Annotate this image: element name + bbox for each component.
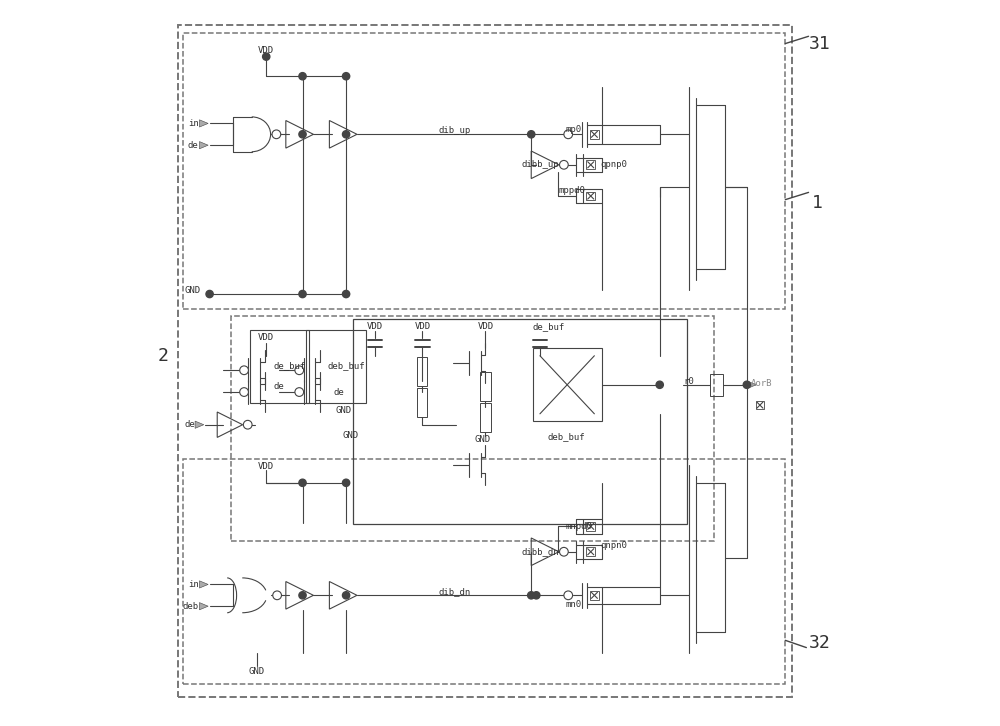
Text: mppd0: mppd0 — [558, 187, 585, 195]
Bar — [231, 316, 714, 541]
Text: mn0: mn0 — [565, 600, 581, 608]
Circle shape — [528, 131, 535, 138]
Bar — [590, 591, 599, 600]
Circle shape — [560, 547, 568, 556]
Polygon shape — [199, 120, 208, 127]
Bar — [586, 192, 595, 200]
Text: GND: GND — [475, 435, 491, 444]
Text: GND: GND — [335, 407, 351, 415]
Bar — [586, 547, 595, 556]
Bar — [178, 25, 792, 697]
Circle shape — [295, 366, 304, 375]
Bar — [533, 348, 602, 421]
Circle shape — [533, 592, 540, 599]
Circle shape — [272, 130, 281, 139]
Text: mnpd0: mnpd0 — [565, 522, 592, 531]
Circle shape — [299, 290, 306, 298]
Text: VDD: VDD — [477, 322, 494, 331]
Text: de: de — [273, 382, 284, 391]
Circle shape — [263, 53, 270, 60]
Circle shape — [528, 592, 535, 599]
Polygon shape — [199, 142, 208, 149]
Circle shape — [656, 381, 663, 388]
Bar — [417, 357, 427, 386]
Text: deb_buf: deb_buf — [327, 362, 365, 370]
Text: deb_buf: deb_buf — [547, 433, 585, 441]
Polygon shape — [199, 581, 208, 588]
Text: de_buf: de_buf — [533, 322, 565, 331]
Text: de: de — [188, 141, 199, 150]
Text: mp0: mp0 — [565, 125, 581, 134]
Text: dibb_up: dibb_up — [522, 160, 559, 169]
Text: GND: GND — [249, 667, 265, 676]
Text: VDD: VDD — [258, 333, 274, 342]
Bar — [353, 319, 687, 524]
Text: in: in — [188, 119, 199, 128]
Text: VDD: VDD — [367, 322, 383, 331]
Bar — [590, 130, 599, 139]
Text: de: de — [184, 420, 195, 429]
Text: VDD: VDD — [414, 322, 430, 331]
Text: qnpn0: qnpn0 — [600, 542, 627, 550]
Bar — [480, 372, 491, 401]
Circle shape — [240, 388, 248, 396]
Bar — [586, 522, 595, 531]
Circle shape — [295, 388, 304, 396]
Bar — [710, 374, 723, 396]
Circle shape — [564, 130, 573, 139]
Circle shape — [342, 479, 350, 486]
Circle shape — [240, 366, 248, 375]
Bar — [417, 388, 427, 417]
Polygon shape — [195, 421, 204, 428]
Circle shape — [342, 73, 350, 80]
Circle shape — [342, 131, 350, 138]
Polygon shape — [748, 381, 756, 388]
Circle shape — [342, 592, 350, 599]
Circle shape — [342, 290, 350, 298]
Text: 31: 31 — [809, 35, 830, 52]
Circle shape — [299, 131, 306, 138]
Bar — [183, 459, 785, 684]
Circle shape — [243, 420, 252, 429]
Bar — [250, 330, 309, 403]
Bar — [480, 403, 491, 432]
Text: de: de — [334, 388, 344, 396]
Polygon shape — [199, 603, 208, 610]
Text: de_buf: de_buf — [273, 362, 306, 370]
Bar — [183, 33, 785, 309]
Text: dibb_dn: dibb_dn — [522, 547, 559, 556]
Text: r0: r0 — [683, 377, 694, 386]
Bar — [586, 160, 595, 169]
Text: GND: GND — [185, 286, 201, 295]
Text: GND: GND — [342, 431, 359, 440]
Circle shape — [299, 73, 306, 80]
Circle shape — [206, 290, 213, 298]
Text: AorB: AorB — [750, 379, 772, 388]
Text: in: in — [188, 580, 199, 589]
Text: 32: 32 — [809, 634, 830, 651]
Text: dib_up: dib_up — [438, 126, 471, 135]
Text: deb: deb — [183, 602, 199, 611]
Text: 2: 2 — [157, 347, 168, 364]
Text: 1: 1 — [812, 195, 823, 212]
Text: VDD: VDD — [258, 462, 274, 470]
Circle shape — [564, 591, 573, 600]
Text: VDD: VDD — [258, 46, 274, 55]
Circle shape — [743, 381, 750, 388]
Text: dib_dn: dib_dn — [438, 587, 471, 596]
Text: qpnp0: qpnp0 — [600, 160, 627, 169]
Circle shape — [299, 592, 306, 599]
Bar — [756, 401, 764, 409]
Circle shape — [560, 160, 568, 169]
Circle shape — [299, 479, 306, 486]
Bar — [306, 330, 366, 403]
Circle shape — [273, 591, 281, 600]
